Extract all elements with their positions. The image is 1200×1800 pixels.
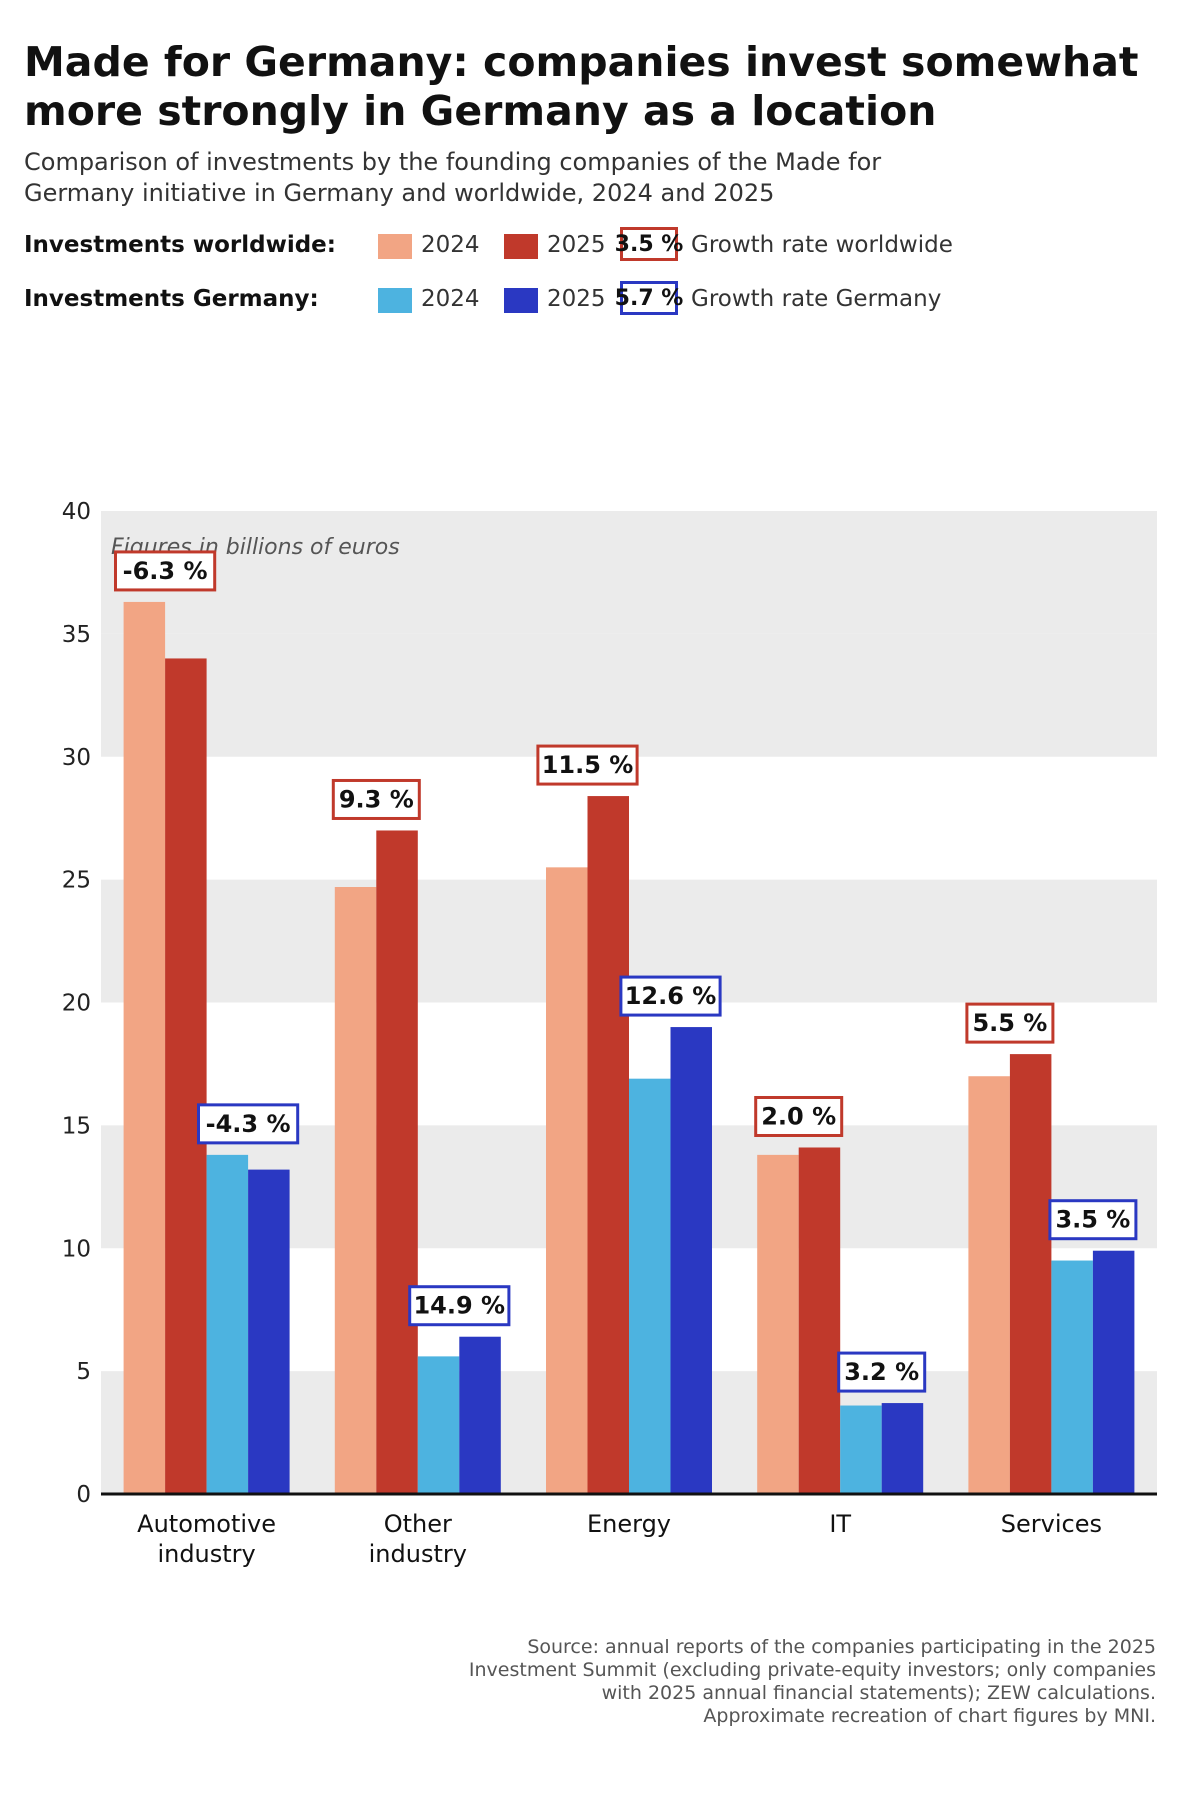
- growth-rate-worldwide: -6.3 %: [123, 557, 208, 585]
- growth-rate-worldwide-box: [114, 550, 217, 592]
- growth-rate-germany: 12.6 %: [625, 982, 717, 1010]
- legend-worldwide: Investments worldwide: 2024 2025 3.5 % G…: [24, 226, 1164, 266]
- bar-worldwide-2024: [334, 886, 377, 1494]
- x-category-label: industry: [369, 1540, 467, 1568]
- legend-rate-sample-worldwide: 3.5 %: [614, 232, 684, 257]
- growth-rate-germany-box: [1048, 1199, 1138, 1241]
- y-tick-label: 0: [76, 1482, 91, 1508]
- bar-germany-2025: [459, 1336, 501, 1494]
- legend-swatch-germany-2024: [378, 288, 412, 313]
- bar-worldwide-2024: [968, 1076, 1010, 1494]
- x-category-label: Energy: [587, 1510, 671, 1538]
- bar-germany-2024: [840, 1405, 882, 1494]
- legend-swatch-worldwide-2024: [378, 234, 412, 259]
- growth-rate-germany-box: [837, 1351, 927, 1393]
- legend-swatch-worldwide-2025: [504, 234, 538, 259]
- growth-rate-worldwide: 2.0 %: [761, 1102, 836, 1130]
- bar-worldwide-2025: [1009, 1054, 1052, 1494]
- bar-worldwide-2024: [123, 601, 166, 1494]
- x-category-label: Services: [1001, 1510, 1102, 1538]
- bar-worldwide-2025: [165, 658, 207, 1494]
- x-category-label: Other: [384, 1510, 452, 1538]
- bar-germany-2024: [417, 1356, 460, 1494]
- legend-worldwide-heading: Investments worldwide:: [24, 232, 336, 258]
- growth-rate-worldwide: 11.5 %: [542, 751, 634, 779]
- growth-rate-worldwide: 9.3 %: [339, 785, 414, 813]
- bar-germany-2025: [670, 1027, 712, 1494]
- chart-title: Made for Germany: companies invest somew…: [24, 38, 1139, 135]
- legend-germany-heading: Investments Germany:: [24, 286, 319, 312]
- legend-label-germany-2025: 2025: [547, 286, 606, 312]
- legend-label-worldwide-2024: 2024: [421, 232, 480, 258]
- y-tick-label: 5: [76, 1359, 91, 1385]
- growth-rate-germany: -4.3 %: [206, 1110, 291, 1138]
- source-note: Source: annual reports of the companies …: [256, 1636, 1156, 1728]
- x-category-label: IT: [829, 1510, 851, 1538]
- legend-label-germany-2024: 2024: [421, 286, 480, 312]
- legend-swatch-germany-2025: [504, 288, 538, 313]
- bar-worldwide-2024: [757, 1154, 799, 1494]
- bar-germany-2025: [881, 1403, 924, 1494]
- source-line: Source: annual reports of the companies …: [527, 1636, 1156, 1658]
- legend-rate-box-germany: [620, 281, 678, 315]
- growth-rate-worldwide-box: [331, 778, 421, 820]
- growth-rate-germany: 3.5 %: [1055, 1206, 1130, 1234]
- legend-rate-box-worldwide: [620, 227, 678, 261]
- source-line: Approximate recreation of chart figures …: [703, 1705, 1156, 1727]
- x-category-label: industry: [157, 1540, 255, 1568]
- bar-worldwide-2025: [587, 796, 629, 1494]
- y-tick-label: 25: [62, 868, 91, 894]
- chart-subtitle: Comparison of investments by the foundin…: [24, 148, 882, 207]
- bar-worldwide-2025: [798, 1147, 841, 1494]
- legend-rate-sample-germany: 5.7 %: [614, 286, 684, 311]
- y-tick-label: 10: [62, 1236, 91, 1262]
- bar-worldwide-2024: [546, 867, 588, 1494]
- growth-rate-germany: 3.2 %: [844, 1358, 919, 1386]
- bar-germany-2025: [248, 1169, 290, 1494]
- y-tick-label: 15: [62, 1113, 91, 1139]
- growth-rate-germany-box: [619, 975, 722, 1017]
- growth-rate-germany-box: [408, 1285, 511, 1327]
- y-tick-label: 20: [62, 991, 91, 1017]
- bar-germany-2025: [1092, 1250, 1135, 1494]
- growth-rate-worldwide-box: [965, 1002, 1055, 1044]
- legend-rate-label-worldwide: Growth rate worldwide: [691, 232, 953, 258]
- growth-rate-germany: 14.9 %: [413, 1292, 505, 1320]
- growth-rate-germany-box: [197, 1103, 300, 1145]
- grid-band: [101, 633, 1157, 757]
- y-tick-label: 40: [62, 499, 91, 525]
- source-line: Investment Summit (excluding private-equ…: [468, 1659, 1156, 1681]
- grid-band: [101, 511, 1157, 634]
- y-tick-label: 35: [62, 622, 91, 648]
- legend-rate-label-germany: Growth rate Germany: [691, 286, 942, 312]
- source-line: with 2025 annual financial statements); …: [601, 1682, 1156, 1704]
- growth-rate-worldwide-box: [754, 1095, 844, 1137]
- legend-label-worldwide-2025: 2025: [547, 232, 606, 258]
- growth-rate-worldwide-box: [536, 744, 639, 786]
- legend-germany: Investments Germany: 2024 2025 5.7 % Gro…: [24, 280, 1164, 320]
- bar-germany-2024: [1051, 1260, 1093, 1494]
- growth-rate-worldwide: 5.5 %: [972, 1009, 1047, 1037]
- bar-worldwide-2025: [376, 830, 418, 1494]
- bar-germany-2024: [629, 1078, 671, 1494]
- y-tick-label: 30: [62, 745, 91, 771]
- bar-germany-2024: [206, 1154, 249, 1494]
- x-category-label: Automotive: [137, 1510, 276, 1538]
